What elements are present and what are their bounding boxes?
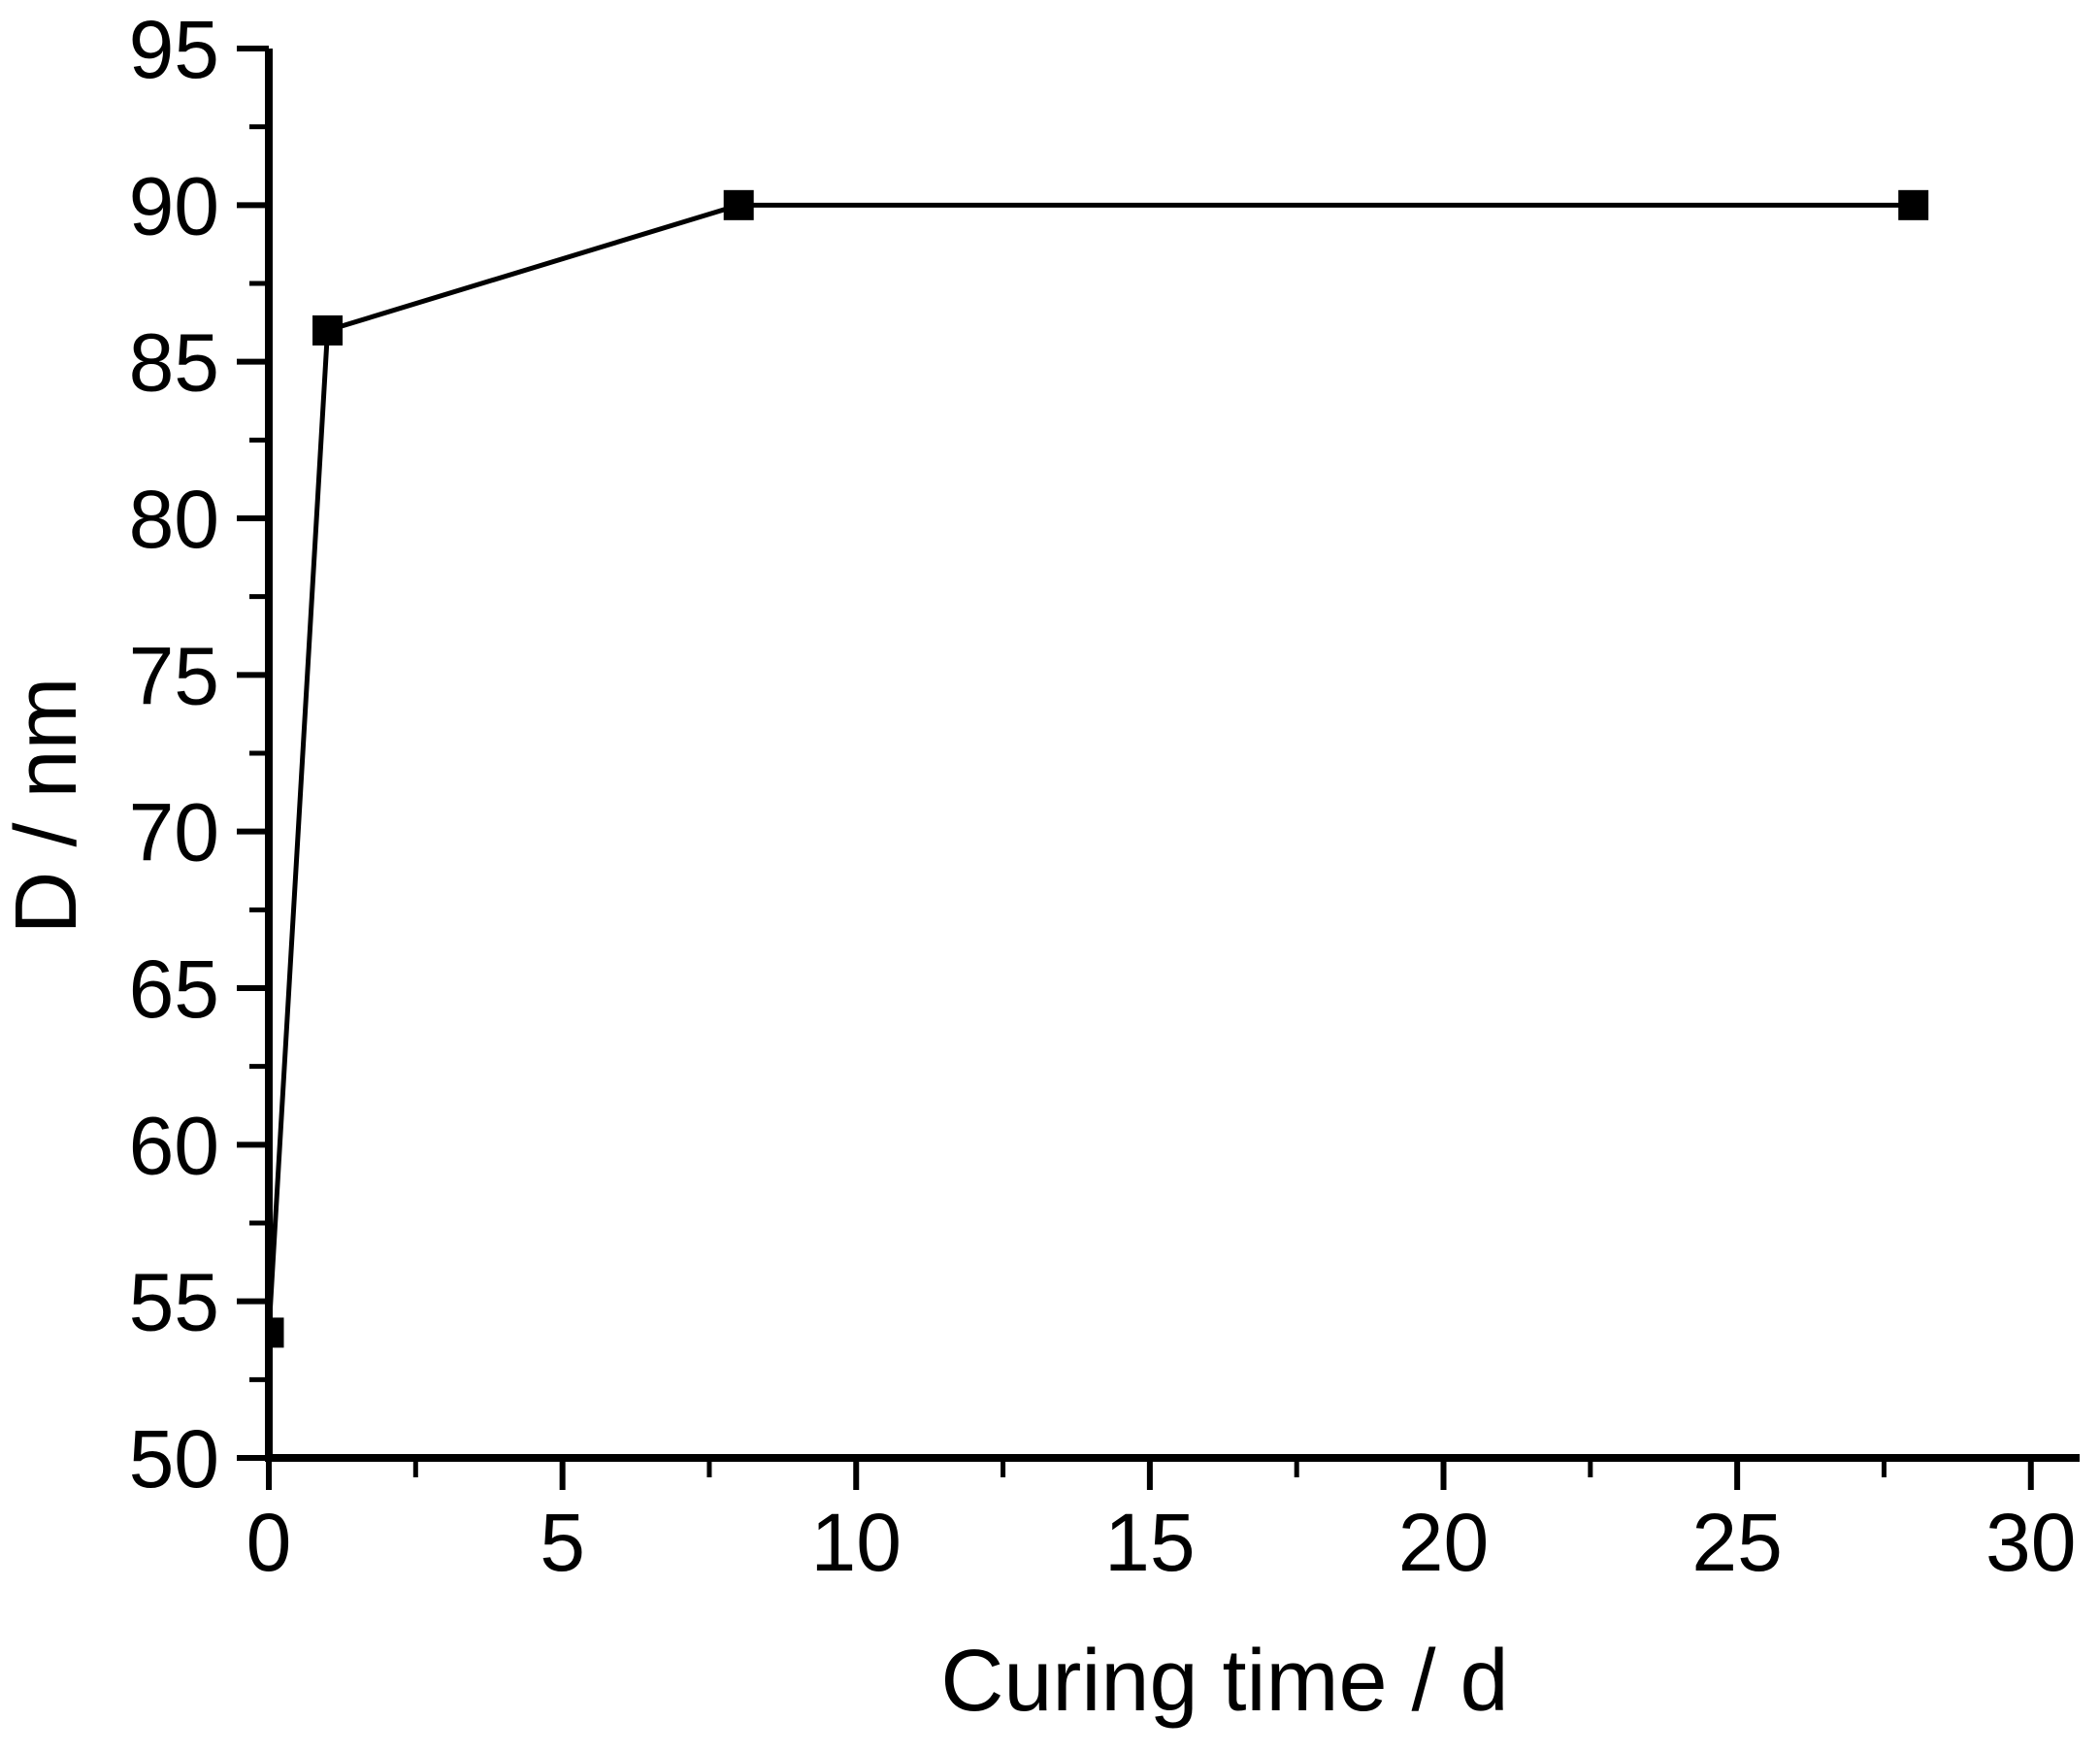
axis-ticks <box>237 46 2034 1490</box>
x-tick-label: 10 <box>811 1497 902 1588</box>
x-tick-label: 0 <box>246 1497 292 1588</box>
data-point-marker <box>723 189 754 220</box>
data-series <box>269 189 1929 1348</box>
series-line <box>269 202 1914 1334</box>
y-axis-title: D / nm <box>0 677 95 934</box>
x-tick-label: 30 <box>1985 1497 2076 1588</box>
axis-tick-labels: 50 55 60 65 70 75 80 85 90 95 0 5 10 15 20 25 30 <box>129 4 2077 1588</box>
y-tick-label: 85 <box>129 317 219 409</box>
y-tick-label: 70 <box>129 787 219 878</box>
y-tick-label: 55 <box>129 1257 219 1348</box>
x-tick-label: 25 <box>1691 1497 1782 1588</box>
x-axis-title: Curing time / d <box>940 1633 1508 1730</box>
x-tick-label: 20 <box>1398 1497 1489 1588</box>
y-tick-label: 75 <box>129 630 219 721</box>
axes <box>265 49 2080 1462</box>
y-tick-label: 50 <box>129 1413 219 1505</box>
y-tick-label: 60 <box>129 1100 219 1191</box>
data-point-marker <box>312 314 344 346</box>
y-tick-label: 80 <box>129 474 219 565</box>
y-tick-label: 65 <box>129 943 219 1035</box>
data-point-marker <box>269 1317 284 1348</box>
x-tick-label: 15 <box>1104 1497 1195 1588</box>
y-tick-label: 90 <box>129 160 219 251</box>
x-tick-label: 5 <box>540 1497 585 1588</box>
y-tick-label: 95 <box>129 4 219 95</box>
data-point-marker <box>1898 189 1929 220</box>
